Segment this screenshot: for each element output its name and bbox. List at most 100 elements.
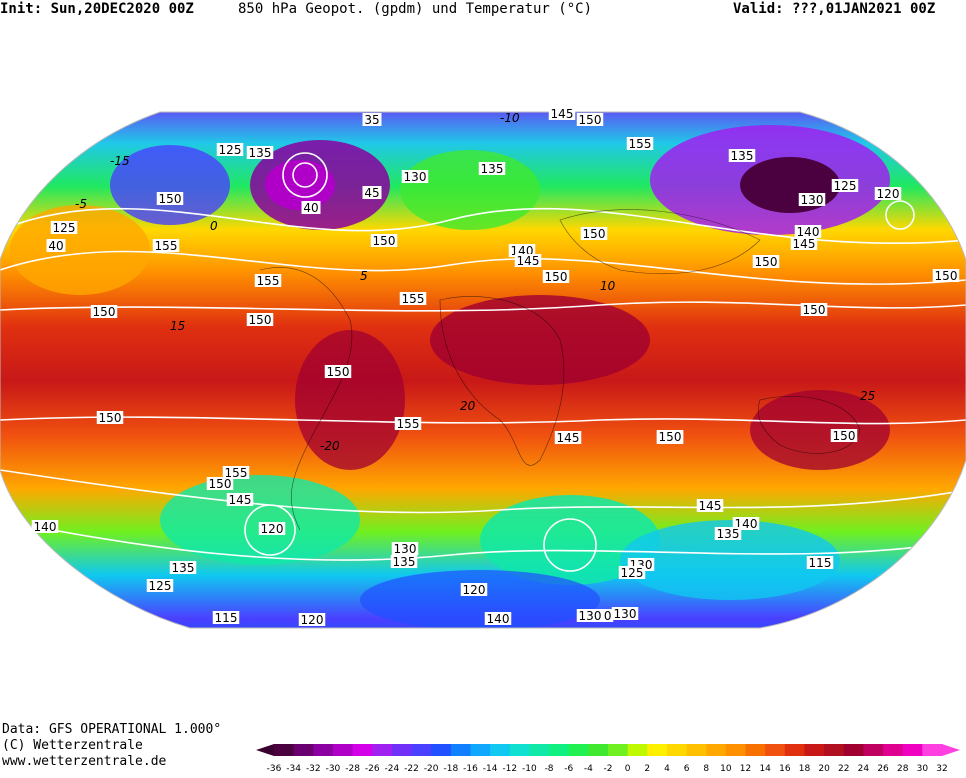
geopotential-label: 125 bbox=[146, 579, 174, 593]
geopotential-label: 145 bbox=[548, 107, 576, 121]
svg-text:150: 150 bbox=[755, 255, 778, 269]
svg-text:150: 150 bbox=[327, 365, 350, 379]
geopotential-label: 150 bbox=[800, 303, 828, 317]
geopotential-label: 150 bbox=[324, 365, 352, 379]
svg-text:120: 120 bbox=[877, 187, 900, 201]
legend-tick-label: 0 bbox=[625, 764, 631, 774]
legend-swatch bbox=[745, 744, 766, 756]
init-time: Init: Sun,20DEC2020 00Z bbox=[0, 1, 194, 17]
geopotential-label: 130 bbox=[391, 542, 419, 556]
temperature-isoline-label: 20 bbox=[460, 399, 476, 413]
geopotential-label: 125 bbox=[831, 179, 859, 193]
svg-text:150: 150 bbox=[159, 192, 182, 206]
legend-tick-label: -14 bbox=[483, 764, 498, 774]
temperature-legend: -36 -34 -32 -30 -28 -26 -24 -22 -20 -18 -16 -14 -12-… bbox=[256, 744, 960, 774]
legend-tick-label: 16 bbox=[779, 764, 791, 774]
geopotential-label: 140 bbox=[484, 612, 512, 626]
geopotential-label: 150 bbox=[656, 430, 684, 444]
svg-text:150: 150 bbox=[583, 227, 606, 241]
geopotential-label: 135 bbox=[478, 162, 506, 176]
geopotential-label: 135 bbox=[390, 555, 418, 569]
legend-tick-label: 18 bbox=[799, 764, 811, 774]
legend-tick-label: 22 bbox=[838, 764, 849, 774]
geopotential-label: 120 bbox=[258, 522, 286, 536]
legend-swatch bbox=[490, 744, 511, 756]
geopotential-label: 150 bbox=[542, 270, 570, 284]
temperature-isoline-label: -15 bbox=[110, 154, 130, 168]
temperature-isoline-label: -10 bbox=[500, 111, 520, 125]
legend-colorbar bbox=[256, 744, 960, 756]
svg-text:140: 140 bbox=[797, 225, 820, 239]
geopotential-label: 135 bbox=[714, 527, 742, 541]
svg-text:130: 130 bbox=[801, 193, 824, 207]
legend-swatch bbox=[627, 744, 648, 756]
legend-swatch bbox=[706, 744, 727, 756]
legend-tick-label: -4 bbox=[584, 764, 593, 774]
geopotential-label: 40 bbox=[301, 201, 321, 215]
geopotential-label: 150 bbox=[580, 227, 608, 241]
legend-swatch bbox=[804, 744, 825, 756]
geopotential-label: 40 bbox=[46, 239, 66, 253]
svg-text:150: 150 bbox=[659, 430, 682, 444]
legend-swatch bbox=[529, 744, 550, 756]
geopotential-label: 155 bbox=[394, 417, 422, 431]
svg-text:155: 155 bbox=[629, 137, 652, 151]
temperature-isoline-label: -5 bbox=[75, 197, 87, 211]
geopotential-label: 150 bbox=[206, 477, 234, 491]
svg-text:155: 155 bbox=[225, 466, 248, 480]
geopotential-label: 150 bbox=[156, 192, 184, 206]
svg-text:150: 150 bbox=[545, 270, 568, 284]
legend-tick-label: -10 bbox=[522, 764, 537, 774]
legend-tick-label: -6 bbox=[564, 764, 573, 774]
temperature-isoline-label: -20 bbox=[320, 439, 340, 453]
svg-text:135: 135 bbox=[481, 162, 504, 176]
svg-text:125: 125 bbox=[834, 179, 857, 193]
legend-tick-label: -18 bbox=[443, 764, 458, 774]
svg-text:145: 145 bbox=[793, 237, 816, 251]
svg-text:135: 135 bbox=[172, 561, 195, 575]
geopotential-label: 120 bbox=[298, 613, 326, 627]
legend-swatch bbox=[293, 744, 314, 756]
svg-text:140: 140 bbox=[34, 520, 57, 534]
svg-text:145: 145 bbox=[517, 254, 540, 268]
legend-swatch bbox=[509, 744, 530, 756]
geopotential-label: 155 bbox=[222, 466, 250, 480]
geopotential-label: 130 bbox=[798, 193, 826, 207]
temperature-isoline-label: 25 bbox=[860, 389, 875, 403]
legend-swatch bbox=[922, 744, 943, 756]
geopotential-label: 130 bbox=[576, 609, 604, 623]
svg-text:125: 125 bbox=[621, 566, 644, 580]
geopotential-label: 150 bbox=[830, 429, 858, 443]
legend-tick-label: 12 bbox=[740, 764, 751, 774]
legend-tick-label: 14 bbox=[759, 764, 771, 774]
svg-text:120: 120 bbox=[463, 583, 486, 597]
svg-text:145: 145 bbox=[557, 431, 580, 445]
legend-tick-label: -32 bbox=[306, 764, 321, 774]
svg-text:125: 125 bbox=[219, 143, 242, 157]
legend-tick-label: 28 bbox=[897, 764, 909, 774]
legend-swatch bbox=[411, 744, 432, 756]
geopotential-label: 150 bbox=[96, 411, 124, 425]
legend-swatch bbox=[391, 744, 413, 756]
legend-tick-label: 10 bbox=[720, 764, 732, 774]
geopotential-label: 125 bbox=[50, 221, 78, 235]
legend-tick-label: -12 bbox=[502, 764, 517, 774]
svg-text:45: 45 bbox=[364, 186, 379, 200]
legend-swatch bbox=[765, 744, 786, 756]
legend-swatch bbox=[647, 744, 668, 756]
geopotential-label: 155 bbox=[254, 274, 282, 288]
geopotential-label: 130 bbox=[401, 170, 429, 184]
legend-swatch bbox=[450, 744, 471, 756]
geopotential-label: 125 bbox=[216, 143, 244, 157]
legend-tick-label: 32 bbox=[936, 764, 947, 774]
website: www.wetterzentrale.de bbox=[2, 754, 167, 769]
legend-swatch bbox=[352, 744, 373, 756]
svg-text:145: 145 bbox=[699, 499, 722, 513]
svg-text:135: 135 bbox=[731, 149, 754, 163]
legend-tick-label: -2 bbox=[604, 764, 613, 774]
legend-swatch bbox=[588, 744, 609, 756]
geopotential-label: 115 bbox=[212, 611, 240, 625]
legend-tick-label: -30 bbox=[326, 764, 341, 774]
